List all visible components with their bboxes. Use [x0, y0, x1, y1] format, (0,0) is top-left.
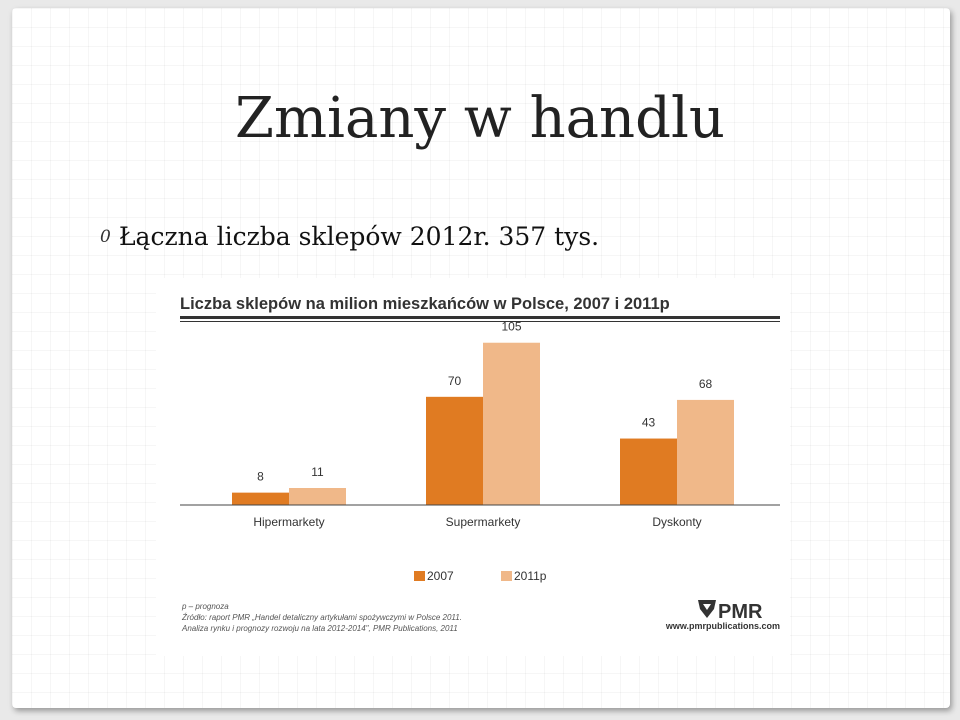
title-rule-bottom: [180, 321, 780, 322]
chart-image: Liczba sklepów na milion mieszkańców w P…: [156, 278, 790, 656]
footnote-line-1: p – prognoza: [181, 602, 229, 611]
bar-supermarkety-2007: [426, 396, 483, 505]
bar-hipermarkety-2007: [232, 492, 289, 505]
bar-dyskonty-2011p: [677, 399, 734, 505]
bullet-marker: 0: [100, 227, 111, 247]
legend-swatch-2007: [414, 571, 425, 581]
bar-value-label: 11: [311, 465, 324, 479]
title-rule-top: [180, 316, 780, 319]
bar-supermarkety-2011p: [483, 342, 540, 505]
pmr-logo-icon-notch: [703, 604, 711, 610]
x-tick-label: Supermarkety: [446, 515, 521, 529]
bar-value-label: 8: [257, 470, 264, 484]
bar-value-label: 70: [448, 374, 462, 388]
bullet-text: Łączna liczba sklepów 2012r. 357 tys.: [118, 222, 600, 251]
bar-value-label: 68: [699, 377, 713, 391]
chart-title: Liczba sklepów na milion mieszkańców w P…: [180, 295, 670, 313]
bar-chart: Liczba sklepów na milion mieszkańców w P…: [180, 295, 780, 633]
x-tick-label: Hipermarkety: [253, 515, 324, 529]
x-tick-label: Dyskonty: [652, 515, 701, 529]
footnote-line-2: Źródło: raport PMR „Handel detaliczny ar…: [181, 613, 462, 622]
bar-value-label: 105: [501, 320, 521, 334]
bars-group: 8 11 Hipermarkety 70 105 Supermarkety 43 68 Dysk…: [232, 320, 734, 529]
legend-label-2011p: 2011p: [514, 569, 547, 583]
bar-hipermarkety-2011p: [289, 488, 346, 505]
bullet-item: 0 Łączna liczba sklepów 2012r. 357 tys.: [100, 222, 599, 251]
slide-title: Zmiany w handlu: [235, 86, 725, 151]
legend-swatch-2011p: [501, 571, 512, 581]
website-link: www.pmrpublications.com: [665, 621, 780, 631]
bar-dyskonty-2007: [620, 438, 677, 505]
legend: 2007 2011p: [414, 569, 547, 583]
pmr-logo-text: PMR: [718, 601, 763, 623]
legend-label-2007: 2007: [427, 569, 454, 583]
bar-value-label: 43: [642, 416, 656, 430]
footnote-line-3: Analiza rynku i prognozy rozwoju na lata…: [181, 624, 458, 633]
